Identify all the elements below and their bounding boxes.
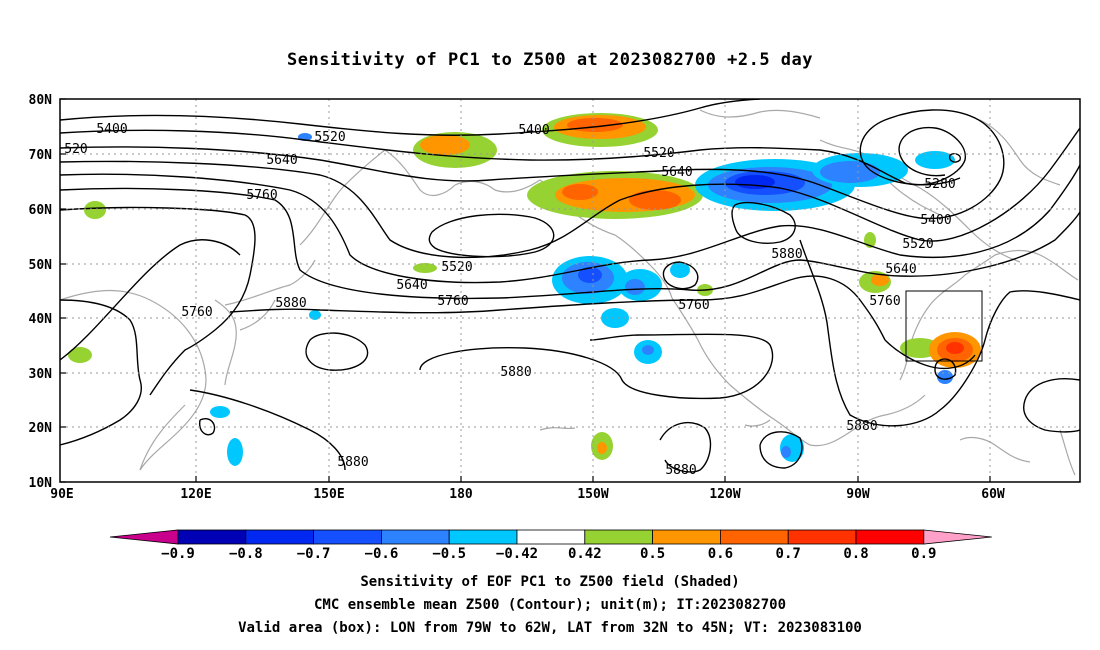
lon-tick-label: 120E	[180, 487, 211, 502]
sensitivity-map: 5400 5520 5640 5760 5880 520 5400 5520 5…	[29, 93, 1081, 502]
colorbar-swatch	[720, 529, 789, 545]
contour-label: 5400	[518, 123, 549, 138]
lon-tick-label: 90E	[50, 487, 73, 502]
colorbar-label: −0.7	[297, 546, 331, 562]
colorbar-high-arrow	[923, 529, 992, 545]
colorbar-swatch	[448, 529, 518, 545]
colorbar-label: 0.7	[776, 546, 801, 562]
sensitivity-shading	[68, 113, 981, 466]
contour-label: 5880	[771, 247, 802, 262]
colorbar-label: 0.8	[843, 546, 868, 562]
lat-tick-label: 50N	[29, 258, 53, 273]
colorbar-label: 0.42	[568, 546, 602, 562]
lon-tick-label: 150W	[577, 487, 608, 502]
contour-label: 5280	[924, 177, 955, 192]
caption-shaded: Sensitivity of EOF PC1 to Z500 field (Sh…	[360, 574, 740, 590]
colorbar-swatch	[177, 529, 247, 545]
lat-tick-label: 60N	[29, 203, 53, 218]
contour-label: 5880	[665, 463, 696, 478]
contour-label: 5520	[643, 146, 674, 161]
colorbar-swatch	[652, 529, 721, 545]
contour-label: 5520	[314, 130, 345, 145]
caption-contour: CMC ensemble mean Z500 (Contour); unit(m…	[313, 597, 786, 613]
contour-label: 5880	[337, 455, 368, 470]
colorbar: −0.9 −0.8 −0.7 −0.6 −0.5 −0.42 0.42 0.5 0.6 0.7 0.…	[109, 529, 992, 562]
colorbar-swatch	[855, 529, 925, 545]
colorbar-label: −0.8	[229, 546, 263, 562]
lat-tick-label: 80N	[29, 93, 53, 108]
lon-tick-label: 60W	[981, 487, 1005, 502]
lon-tick-label: 90W	[846, 487, 870, 502]
contour-labels: 5400 5520 5640 5760 5880 520 5400 5520 5…	[64, 122, 955, 478]
contour-label: 5880	[846, 419, 877, 434]
map-frame	[59, 98, 1081, 483]
caption-valid-area: Valid area (box): LON from 79W to 62W, L…	[238, 620, 862, 636]
contour-label: 5640	[885, 262, 916, 277]
contour-label: 5760	[246, 188, 277, 203]
lat-tick-label: 20N	[29, 421, 53, 436]
colorbar-label: 0.5	[640, 546, 665, 562]
contour-label: 5640	[396, 278, 427, 293]
colorbar-label: −0.6	[365, 546, 399, 562]
contour-label: 5880	[275, 296, 306, 311]
contour-label: 520	[64, 142, 87, 157]
colorbar-swatch	[787, 529, 857, 545]
contour-label: 5640	[661, 165, 692, 180]
colorbar-label: −0.42	[496, 546, 538, 562]
latitude-labels: 80N 70N 60N 50N 40N 30N 20N 10N	[29, 93, 53, 491]
colorbar-swatch	[245, 529, 315, 545]
colorbar-low-arrow	[109, 529, 179, 545]
lon-tick-label: 120W	[709, 487, 740, 502]
colorbar-swatch	[584, 529, 653, 545]
colorbar-labels: −0.9 −0.8 −0.7 −0.6 −0.5 −0.42 0.42 0.5 0.6 0.7 0.…	[161, 546, 936, 562]
colorbar-label: −0.9	[161, 546, 195, 562]
colorbar-swatches	[109, 529, 992, 545]
contour-label: 5520	[441, 260, 472, 275]
map-title: Sensitivity of PC1 to Z500 at 2023082700…	[286, 50, 813, 70]
colorbar-swatch	[313, 529, 382, 545]
lon-tick-label: 180	[449, 487, 473, 502]
contour-label: 5640	[266, 153, 297, 168]
lat-tick-label: 40N	[29, 312, 53, 327]
contour-label: 5760	[869, 294, 900, 309]
contour-label: 5400	[96, 122, 127, 137]
lat-tick-label: 70N	[29, 148, 53, 163]
graticule	[60, 99, 1080, 482]
longitude-labels: 90E 120E 150E 180 150W 120W 90W 60W	[50, 487, 1005, 502]
tick-marks	[60, 98, 991, 483]
contour-label: 5760	[181, 305, 212, 320]
colorbar-label: 0.6	[708, 546, 733, 562]
lon-tick-label: 150E	[313, 487, 344, 502]
lat-tick-label: 10N	[29, 476, 53, 491]
colorbar-swatch	[516, 529, 586, 545]
colorbar-label: 0.9	[911, 546, 936, 562]
lat-tick-label: 30N	[29, 367, 53, 382]
contour-label: 5520	[902, 237, 933, 252]
z500-contours	[60, 99, 1080, 473]
contour-label: 5760	[678, 298, 709, 313]
contour-label: 5400	[920, 213, 951, 228]
colorbar-label: −0.5	[432, 546, 466, 562]
colorbar-swatch	[380, 529, 450, 545]
valid-area-box	[905, 290, 983, 362]
